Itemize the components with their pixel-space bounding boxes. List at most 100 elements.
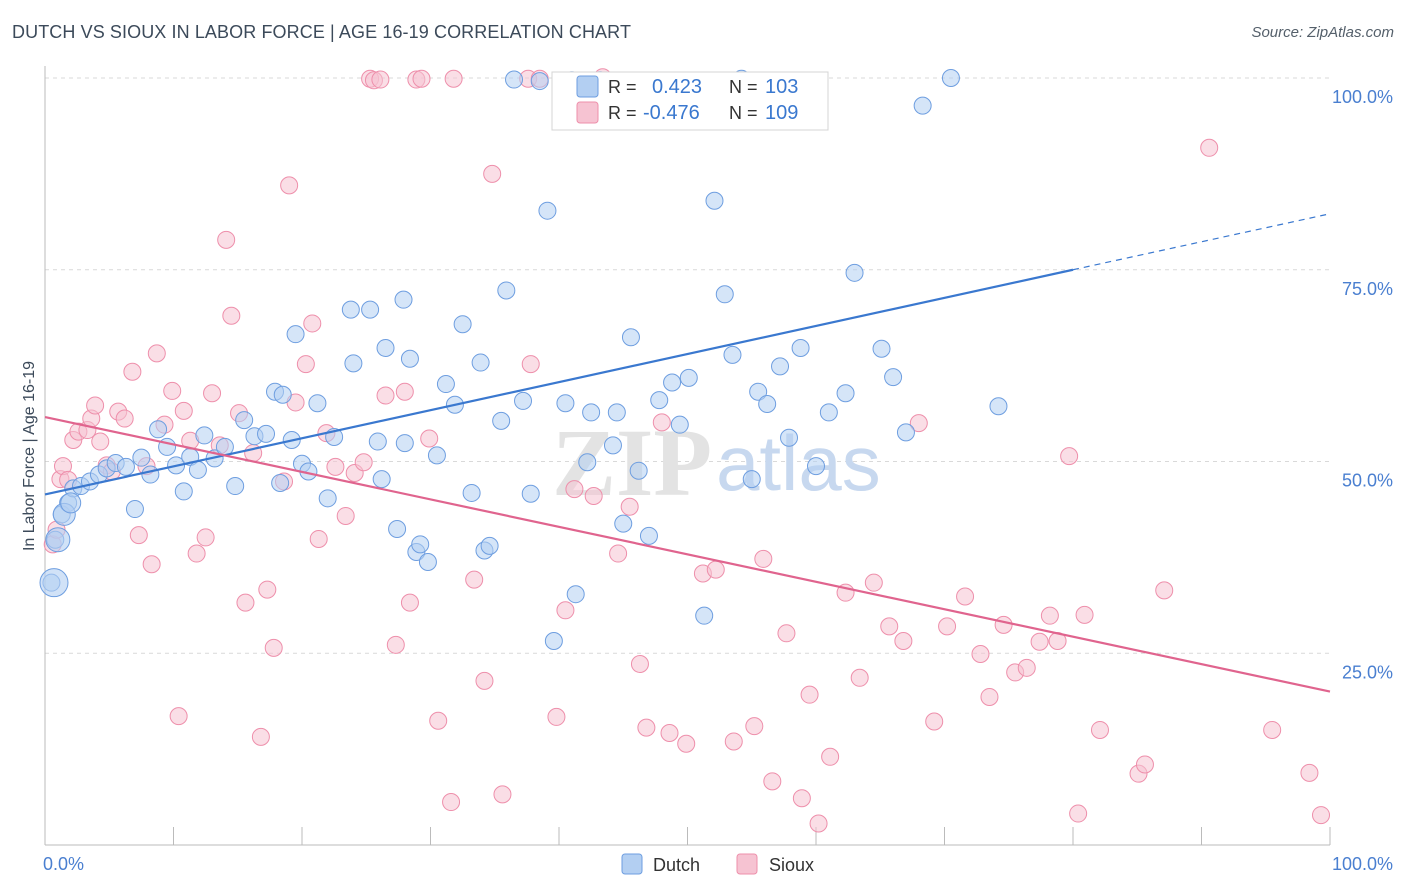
dutch-point bbox=[913, 96, 932, 115]
sioux-point bbox=[1017, 658, 1036, 677]
dutch-point bbox=[132, 448, 151, 467]
y-axis-label: In Labor Force | Age 16-19 bbox=[21, 361, 38, 551]
dutch-point bbox=[388, 519, 407, 538]
sioux-point bbox=[630, 654, 649, 673]
dutch-point bbox=[45, 527, 71, 553]
legend-r-value-sioux: -0.476 bbox=[643, 102, 700, 124]
dutch-point bbox=[462, 483, 481, 502]
sioux-point bbox=[174, 401, 193, 420]
sioux-point bbox=[1263, 720, 1282, 739]
sioux-point bbox=[677, 734, 696, 753]
sioux-point bbox=[1312, 806, 1331, 825]
dutch-point bbox=[566, 585, 585, 604]
sioux-point bbox=[280, 176, 299, 195]
sioux-point bbox=[821, 747, 840, 766]
sioux-point bbox=[971, 645, 990, 664]
sioux-point bbox=[809, 814, 828, 833]
dutch-point bbox=[226, 477, 245, 496]
legend-n-value-sioux: 109 bbox=[765, 102, 798, 124]
sioux-point bbox=[864, 573, 883, 592]
dutch-point bbox=[715, 285, 734, 304]
y-tick-label: 50.0% bbox=[1342, 471, 1393, 491]
legend-r-label-sioux: R = bbox=[608, 103, 637, 123]
dutch-point bbox=[39, 568, 69, 598]
bottom-legend-swatch-dutch bbox=[621, 853, 643, 875]
dutch-point bbox=[705, 191, 724, 210]
bottom-legend-swatch-sioux bbox=[736, 853, 758, 875]
dutch-point bbox=[521, 484, 540, 503]
y-tick-label: 75.0% bbox=[1342, 279, 1393, 299]
dutch-point bbox=[497, 281, 516, 300]
sioux-point bbox=[754, 549, 773, 568]
dutch-point bbox=[418, 552, 437, 571]
dutch-point bbox=[758, 394, 777, 413]
sioux-point bbox=[565, 480, 584, 499]
dutch-point bbox=[505, 70, 524, 89]
sioux-point bbox=[800, 685, 819, 704]
sioux-point bbox=[1200, 138, 1219, 157]
dutch-point bbox=[780, 428, 799, 447]
sioux-point bbox=[115, 409, 134, 428]
sioux-point bbox=[258, 580, 277, 599]
sioux-point bbox=[376, 386, 395, 405]
sioux-point bbox=[980, 687, 999, 706]
sioux-point bbox=[620, 497, 639, 516]
dutch-point bbox=[361, 300, 380, 319]
dutch-point bbox=[427, 446, 446, 465]
dutch-trend-extension bbox=[1072, 213, 1331, 271]
dutch-point bbox=[679, 368, 698, 387]
sioux-point bbox=[203, 384, 222, 403]
dutch-point bbox=[670, 415, 689, 434]
dutch-point bbox=[480, 536, 499, 555]
y-tick-label: 25.0% bbox=[1342, 662, 1393, 682]
sioux-point bbox=[938, 617, 957, 636]
sioux-point bbox=[1069, 804, 1088, 823]
dutch-point bbox=[742, 470, 761, 489]
sioux-point bbox=[1030, 632, 1049, 651]
dutch-point bbox=[286, 325, 305, 344]
sioux-point bbox=[86, 396, 105, 415]
sioux-point bbox=[1135, 755, 1154, 774]
sioux-point bbox=[187, 544, 206, 563]
dutch-point bbox=[845, 263, 864, 282]
legend-swatch-sioux bbox=[576, 101, 599, 124]
sioux-point bbox=[763, 772, 782, 791]
dutch-point bbox=[872, 339, 891, 358]
dutch-point bbox=[376, 338, 395, 357]
dutch-point bbox=[603, 436, 622, 455]
sioux-point bbox=[1060, 447, 1079, 466]
legend-n-label-dutch: N = bbox=[729, 77, 758, 97]
sioux-point bbox=[386, 635, 405, 654]
sioux-point bbox=[894, 631, 913, 650]
dutch-point bbox=[188, 460, 207, 479]
dutch-point bbox=[453, 315, 472, 334]
dutch-point bbox=[723, 345, 742, 364]
sioux-point bbox=[465, 570, 484, 589]
dutch-point bbox=[60, 492, 82, 514]
sioux-point bbox=[475, 671, 494, 690]
dutch-point bbox=[344, 354, 363, 373]
legend-r-label-dutch: R = bbox=[608, 77, 637, 97]
sioux-point bbox=[429, 711, 448, 730]
sioux-point bbox=[1300, 763, 1319, 782]
sioux-point bbox=[493, 785, 512, 804]
sioux-point bbox=[850, 668, 869, 687]
dutch-point bbox=[791, 338, 810, 357]
sioux-point bbox=[1040, 606, 1059, 625]
sioux-point bbox=[91, 432, 110, 451]
dutch-point bbox=[544, 631, 563, 650]
dutch-point bbox=[836, 384, 855, 403]
sioux-point bbox=[412, 69, 431, 88]
sioux-point bbox=[217, 230, 236, 249]
sioux-point bbox=[925, 712, 944, 731]
dutch-point bbox=[125, 500, 144, 519]
dutch-point bbox=[749, 382, 768, 401]
dutch-point bbox=[884, 368, 903, 387]
sioux-point bbox=[956, 587, 975, 606]
dutch-point bbox=[400, 349, 419, 368]
dutch-point bbox=[492, 411, 511, 430]
sioux-point bbox=[745, 717, 764, 736]
sioux-point bbox=[336, 506, 355, 525]
dutch-point bbox=[695, 606, 714, 625]
watermark-atlas: atlas bbox=[716, 419, 881, 507]
